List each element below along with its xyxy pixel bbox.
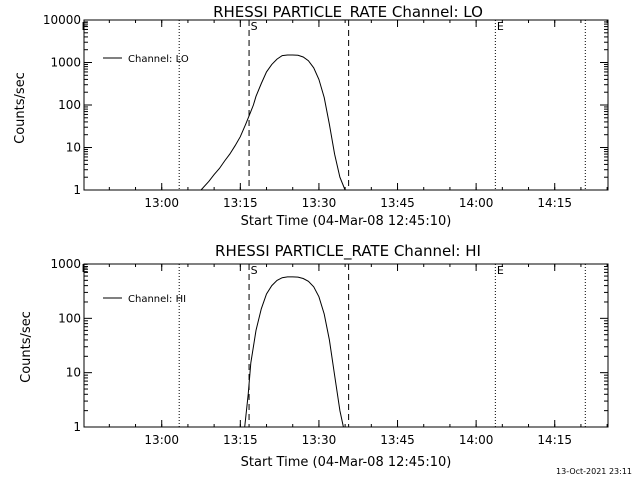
x-tick-label-hi: 14:00 — [459, 433, 494, 447]
x-tick-label-lo: 13:00 — [144, 196, 179, 210]
x-tick-label-lo: 14:15 — [537, 196, 572, 210]
y-tick-label-lo: 1000 — [50, 56, 81, 70]
x-tick-label-lo: 13:45 — [380, 196, 415, 210]
x-tick-label-hi: 13:00 — [144, 433, 179, 447]
x-tick-label-lo: 13:30 — [302, 196, 337, 210]
y-tick-label-lo: 100 — [58, 98, 81, 112]
y-tick-label-lo: 10000 — [43, 13, 81, 27]
marker-label-hi: E — [497, 264, 504, 277]
plot-frame-hi — [83, 263, 609, 428]
y-tick-label-lo: 1 — [73, 183, 81, 197]
series-line-hi — [244, 276, 344, 428]
x-axis-label-hi: Start Time (04-Mar-08 12:45:10) — [241, 455, 452, 470]
legend-entry-hi: Channel: HI — [128, 294, 186, 305]
chart-title-hi: RHESSI PARTICLE_RATE Channel: HI — [215, 242, 481, 261]
y-tick-label-hi: 10 — [66, 366, 81, 380]
y-axis-label-hi: Counts/sec — [19, 311, 34, 383]
y-tick-label-hi: 1 — [73, 420, 81, 434]
x-tick-label-hi: 13:45 — [380, 433, 415, 447]
corner-label-hi: E — [82, 262, 89, 275]
x-tick-label-hi: 13:15 — [223, 433, 258, 447]
legend-entry-lo: Channel: LO — [128, 54, 189, 65]
series-line-lo — [200, 54, 346, 191]
x-tick-label-hi: 13:30 — [302, 433, 337, 447]
marker-label-lo: E — [497, 20, 504, 33]
x-axis-label-lo: Start Time (04-Mar-08 12:45:10) — [241, 214, 452, 229]
timestamp: 13-Oct-2021 23:11 — [556, 467, 632, 476]
y-tick-label-hi: 100 — [58, 311, 81, 325]
y-tick-label-lo: 10 — [66, 141, 81, 155]
x-tick-label-hi: 14:15 — [537, 433, 572, 447]
x-tick-label-lo: 13:15 — [223, 196, 258, 210]
y-axis-label-lo: Counts/sec — [13, 72, 28, 144]
x-tick-label-lo: 14:00 — [459, 196, 494, 210]
marker-label-hi: S — [251, 264, 258, 277]
y-tick-label-hi: 1000 — [50, 257, 81, 271]
marker-label-lo: S — [251, 20, 258, 33]
chart-title-lo: RHESSI PARTICLE_RATE Channel: LO — [213, 3, 483, 22]
